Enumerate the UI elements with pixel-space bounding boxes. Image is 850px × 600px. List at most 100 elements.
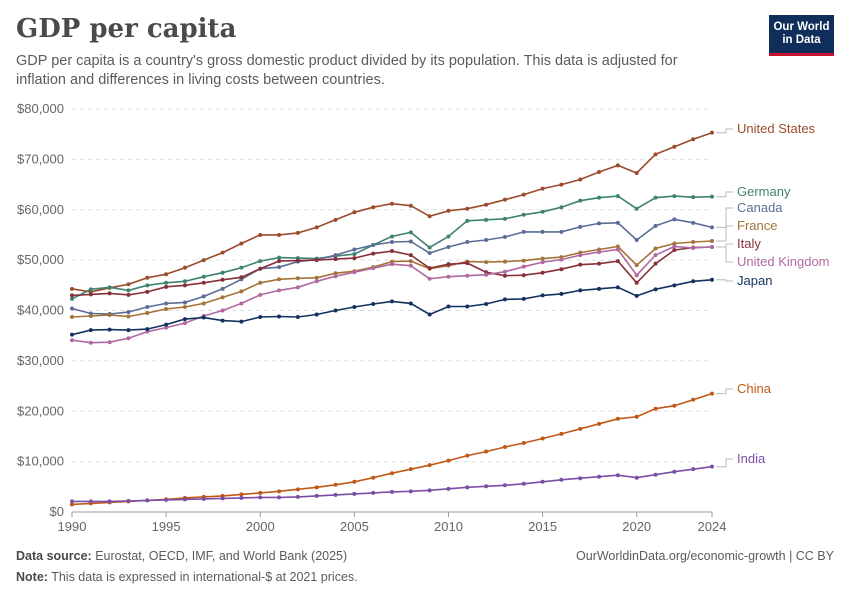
data-point-italy <box>277 259 282 264</box>
data-point-united-states <box>521 192 526 197</box>
data-point-china <box>521 440 526 445</box>
data-point-italy <box>615 259 620 264</box>
data-point-canada <box>333 253 338 258</box>
data-point-canada <box>634 237 639 242</box>
data-point-china <box>672 403 677 408</box>
data-point-canada <box>277 265 282 270</box>
label-leader-line <box>716 207 733 228</box>
data-point-united-states <box>295 230 300 235</box>
data-point-united-kingdom <box>634 273 639 278</box>
credit-link[interactable]: OurWorldinData.org/economic-growth | CC … <box>576 549 834 563</box>
data-point-united-kingdom <box>502 269 507 274</box>
data-point-united-states <box>710 130 714 135</box>
owid-logo[interactable]: Our World in Data <box>769 15 834 56</box>
series-line-united-states[interactable] <box>71 131 713 293</box>
data-point-japan <box>484 301 489 306</box>
data-point-china <box>352 479 357 484</box>
data-point-china <box>390 471 394 476</box>
series-label-united-kingdom[interactable]: United Kingdom <box>737 254 830 269</box>
series-line-china[interactable] <box>71 392 713 506</box>
data-point-italy <box>239 275 244 280</box>
data-point-canada <box>691 220 696 225</box>
data-point-germany <box>70 296 74 301</box>
data-point-japan <box>634 293 639 298</box>
data-point-germany <box>691 195 696 200</box>
data-point-italy <box>390 249 394 254</box>
series-label-france[interactable]: France <box>737 218 777 233</box>
data-point-canada <box>597 221 602 226</box>
data-point-japan <box>107 327 112 332</box>
data-point-united-states <box>540 186 545 191</box>
series-label-china[interactable]: China <box>737 381 772 396</box>
logo-line-2: in Data <box>782 34 821 46</box>
data-point-italy <box>220 277 225 282</box>
data-point-united-states <box>314 225 319 230</box>
data-point-germany <box>239 265 244 270</box>
data-point-united-states <box>333 217 338 222</box>
data-point-united-states <box>390 201 394 206</box>
note-label: Note: <box>16 570 48 584</box>
data-point-united-states <box>615 163 620 168</box>
series-label-canada[interactable]: Canada <box>737 200 783 215</box>
data-point-germany <box>182 279 187 284</box>
y-tick-label: $60,000 <box>17 202 64 217</box>
y-tick-label: $30,000 <box>17 353 64 368</box>
data-point-germany <box>201 274 206 279</box>
data-point-japan <box>201 315 206 320</box>
data-point-india <box>88 499 93 504</box>
data-point-united-states <box>277 232 282 237</box>
data-point-italy <box>126 292 131 297</box>
data-point-germany <box>634 206 639 211</box>
data-point-japan <box>126 328 131 333</box>
data-point-canada <box>465 239 470 244</box>
data-point-italy <box>521 273 526 278</box>
series-label-germany[interactable]: Germany <box>737 184 791 199</box>
data-point-china <box>540 436 545 441</box>
data-point-united-states <box>502 197 507 202</box>
x-tick-label: 1990 <box>58 519 87 534</box>
data-point-china <box>239 492 244 497</box>
series-label-india[interactable]: India <box>737 451 766 466</box>
data-point-germany <box>427 245 432 250</box>
data-point-india <box>427 488 432 493</box>
series-label-japan[interactable]: Japan <box>737 273 772 288</box>
data-point-france <box>88 314 93 319</box>
data-point-germany <box>484 217 489 222</box>
data-point-united-kingdom <box>295 285 300 290</box>
data-point-japan <box>182 317 187 322</box>
data-point-india <box>502 483 507 488</box>
data-point-india <box>446 486 451 491</box>
data-point-united-kingdom <box>559 257 564 262</box>
data-point-india <box>371 490 376 495</box>
data-point-india <box>201 496 206 501</box>
data-point-united-states <box>653 152 658 157</box>
data-point-united-kingdom <box>484 272 489 277</box>
data-point-india <box>653 472 658 477</box>
data-point-france <box>540 256 545 261</box>
data-point-france <box>182 304 187 309</box>
data-point-germany <box>710 194 714 199</box>
series-label-united-states[interactable]: United States <box>737 121 816 136</box>
data-point-france <box>314 275 319 280</box>
data-point-china <box>484 449 489 454</box>
data-point-united-states <box>352 210 357 215</box>
data-point-united-kingdom <box>258 292 263 297</box>
data-point-japan <box>672 283 677 288</box>
data-point-japan <box>597 286 602 291</box>
data-point-italy <box>672 248 677 253</box>
data-point-india <box>521 481 526 486</box>
data-point-india <box>314 493 319 498</box>
data-point-france <box>333 271 338 276</box>
data-source-text[interactable]: Eurostat, OECD, IMF, and World Bank (202… <box>95 549 348 563</box>
y-tick-label: $20,000 <box>17 403 64 418</box>
label-leader-line <box>716 225 733 242</box>
data-point-canada <box>672 217 677 222</box>
data-point-united-kingdom <box>390 262 394 267</box>
data-point-china <box>333 482 338 487</box>
series-label-italy[interactable]: Italy <box>737 236 761 251</box>
line-chart: $0 $10,000 $20,000 $30,000 $40,000 $50,000 $60… <box>17 101 830 534</box>
data-point-canada <box>220 286 225 291</box>
data-point-japan <box>70 332 74 337</box>
data-point-china <box>277 489 282 494</box>
data-point-china <box>502 445 507 450</box>
